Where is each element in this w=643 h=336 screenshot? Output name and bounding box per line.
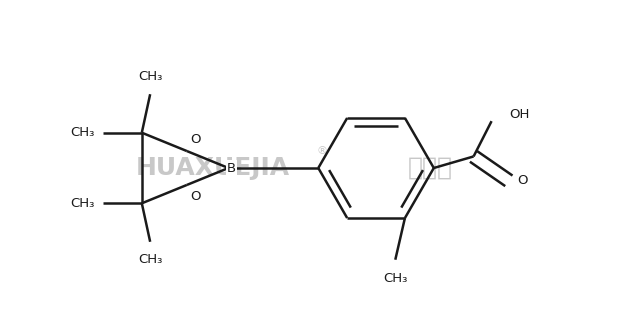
- Text: OH: OH: [509, 108, 530, 121]
- Text: ®: ®: [316, 146, 327, 156]
- Text: O: O: [518, 174, 529, 187]
- Text: CH₃: CH₃: [71, 126, 95, 139]
- Text: 化学加: 化学加: [408, 156, 453, 180]
- Text: CH₃: CH₃: [71, 197, 95, 210]
- Text: CH₃: CH₃: [383, 272, 408, 286]
- Text: O: O: [190, 190, 201, 203]
- Text: HUAXUEJIA: HUAXUEJIA: [135, 156, 289, 180]
- Text: CH₃: CH₃: [139, 70, 163, 83]
- Text: CH₃: CH₃: [139, 253, 163, 266]
- Text: B: B: [227, 162, 236, 174]
- Text: O: O: [190, 133, 201, 146]
